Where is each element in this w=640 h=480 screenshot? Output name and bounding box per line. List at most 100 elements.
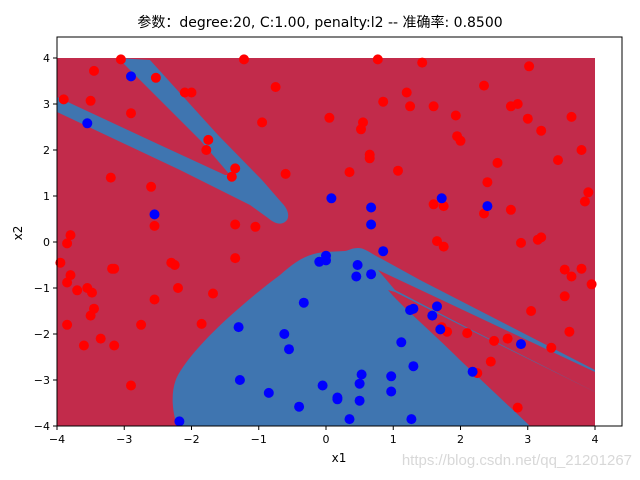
data-point xyxy=(482,201,493,212)
x-tick-label: −3 xyxy=(116,433,132,446)
data-point xyxy=(428,101,439,112)
data-point xyxy=(149,209,160,220)
data-point xyxy=(126,108,136,119)
data-point xyxy=(298,297,309,308)
data-point xyxy=(522,113,533,124)
y-tick-label: −2 xyxy=(34,328,50,341)
chart-title: 参数：degree:20, C:1.00, penalty:l2 -- 准确率:… xyxy=(137,15,503,31)
data-point xyxy=(146,181,157,192)
data-point xyxy=(393,165,403,176)
data-point xyxy=(174,416,185,427)
data-point xyxy=(526,306,537,316)
data-point xyxy=(58,94,69,105)
y-axis-label: x2 xyxy=(11,226,25,241)
data-point xyxy=(489,335,500,346)
data-point xyxy=(109,340,120,351)
region-class1 xyxy=(57,58,595,426)
data-point xyxy=(149,220,160,231)
data-point xyxy=(78,340,89,351)
data-point xyxy=(479,80,489,91)
data-point xyxy=(485,356,496,367)
data-point xyxy=(85,95,96,106)
y-tick-label: 1 xyxy=(43,190,50,203)
data-point xyxy=(230,219,241,230)
data-point xyxy=(230,163,241,174)
data-point xyxy=(450,110,461,121)
data-point xyxy=(126,71,136,82)
data-point xyxy=(532,234,543,245)
data-point xyxy=(136,319,147,330)
data-point xyxy=(279,329,290,339)
region-class0-wedge xyxy=(378,270,595,392)
data-point xyxy=(208,288,218,299)
watermark-text: https://blog.csdn.net/qq_21201267 xyxy=(401,452,632,469)
data-point xyxy=(372,54,383,65)
data-point xyxy=(107,263,118,274)
data-point xyxy=(386,371,397,382)
data-point xyxy=(324,112,335,123)
scatter-class0 xyxy=(55,54,597,413)
data-point xyxy=(65,230,76,241)
data-point xyxy=(583,187,594,198)
data-point xyxy=(280,168,291,179)
data-point xyxy=(502,333,513,344)
data-point xyxy=(492,157,503,168)
data-point xyxy=(326,193,337,204)
y-axis-ticks: 4 3 2 1 0 −1 −2 −3 −4 xyxy=(34,52,57,433)
data-point xyxy=(378,246,389,257)
x-tick-label: 1 xyxy=(390,433,397,446)
data-point xyxy=(516,237,526,248)
x-tick-label: 2 xyxy=(457,433,464,446)
data-point xyxy=(234,375,245,385)
scatter-class1 xyxy=(82,71,526,427)
data-point xyxy=(576,145,587,155)
data-point xyxy=(566,271,577,282)
data-point xyxy=(173,283,183,293)
y-tick-label: 3 xyxy=(43,98,50,111)
data-point xyxy=(512,402,523,413)
data-point xyxy=(366,269,377,280)
data-point xyxy=(230,253,241,264)
data-point xyxy=(352,260,363,270)
data-point xyxy=(257,117,268,128)
data-point xyxy=(344,167,355,178)
data-point xyxy=(435,324,446,335)
x-tick-label: 3 xyxy=(524,433,531,446)
data-point xyxy=(462,328,473,339)
data-point xyxy=(203,134,214,145)
data-point xyxy=(87,287,97,298)
data-point xyxy=(115,54,126,65)
x-tick-label: 0 xyxy=(323,433,330,446)
data-point xyxy=(233,322,244,333)
data-point xyxy=(105,172,116,183)
data-point xyxy=(505,204,516,215)
data-point xyxy=(579,196,590,207)
x-axis-label: x1 xyxy=(332,451,347,465)
data-point xyxy=(546,342,557,353)
data-point xyxy=(406,414,417,425)
x-axis-ticks: −4 −3 −2 −1 0 1 2 3 4 xyxy=(49,426,599,446)
y-tick-label: −3 xyxy=(34,374,50,387)
x-tick-label: −4 xyxy=(49,433,65,446)
data-point xyxy=(405,101,416,112)
data-point xyxy=(344,414,355,425)
data-point xyxy=(455,135,466,146)
y-tick-label: 0 xyxy=(43,236,50,249)
data-point xyxy=(536,125,547,136)
data-point xyxy=(401,87,412,98)
data-point xyxy=(467,366,478,377)
data-point xyxy=(586,279,597,290)
data-point xyxy=(89,65,99,76)
data-point xyxy=(524,61,535,72)
data-point xyxy=(356,124,366,135)
data-point xyxy=(386,386,397,397)
y-tick-label: −1 xyxy=(34,282,50,295)
data-point xyxy=(294,401,305,412)
x-tick-label: −1 xyxy=(251,433,267,446)
data-point xyxy=(85,310,96,321)
data-point xyxy=(72,285,83,296)
data-point xyxy=(428,199,439,210)
data-point xyxy=(82,118,93,129)
data-point xyxy=(55,257,66,268)
